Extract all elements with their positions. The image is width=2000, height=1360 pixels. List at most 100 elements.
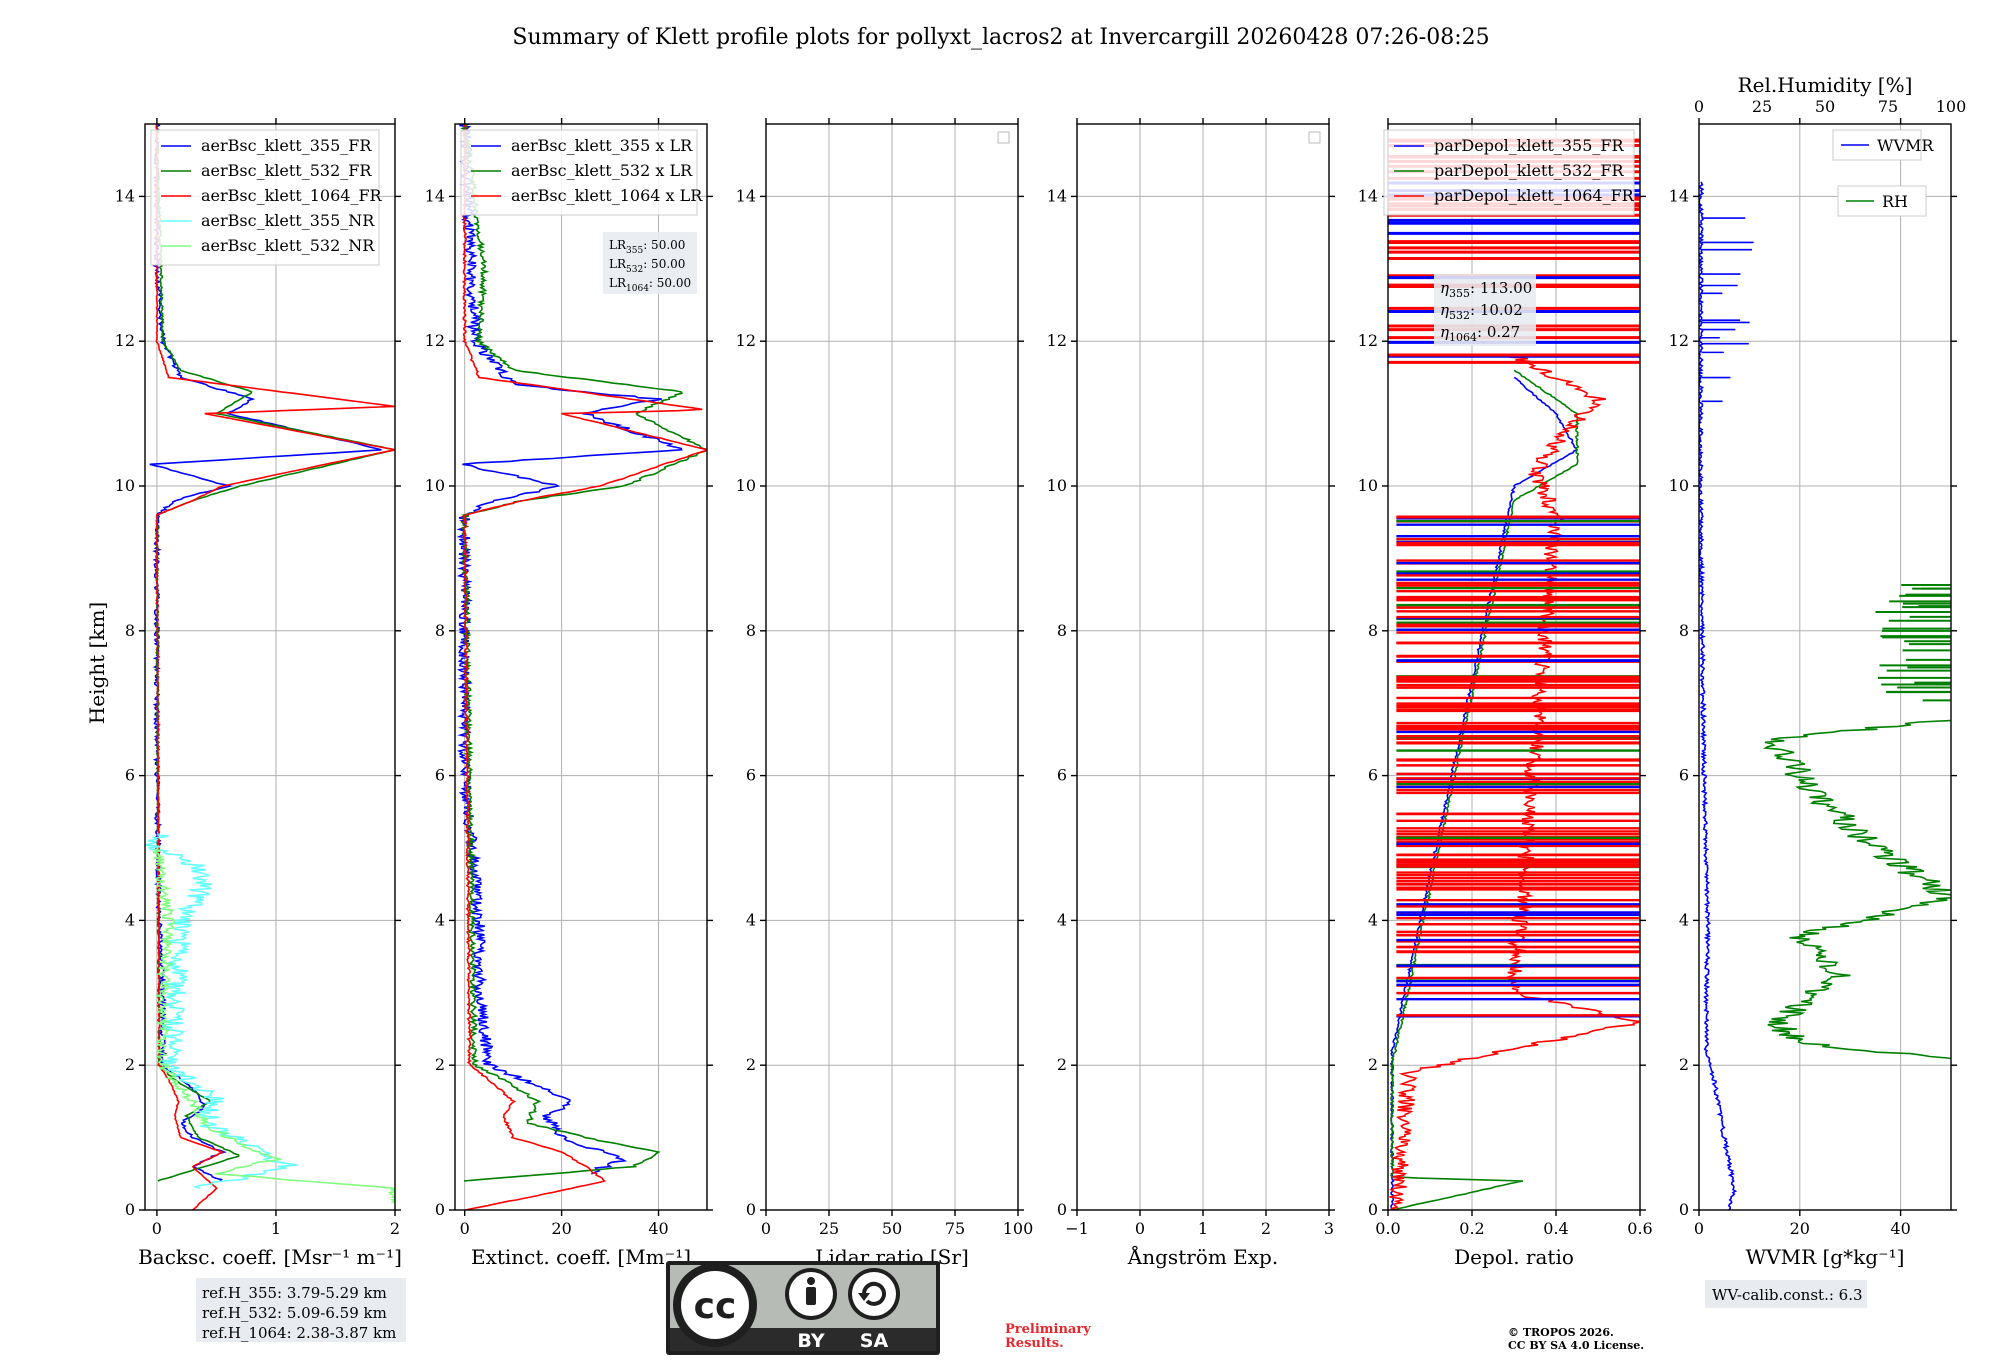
ref-h-355: ref.H_355: 3.79-5.29 km — [202, 1284, 387, 1302]
y-tick-label: 8 — [1057, 621, 1067, 640]
depol-panel: 0.0 0.2 0.4 0.6 0 2 4 6 8 10 12 14 Depol. ratio parDe… — [1358, 118, 1653, 1269]
y-tick-label: 8 — [746, 621, 756, 640]
eta-entry: η532: 10.02 — [1440, 301, 1523, 322]
top-axis-label: Rel.Humidity [%] — [1738, 73, 1913, 97]
top-tick-label: 75 — [1878, 97, 1898, 116]
sa-label: SA — [860, 1330, 889, 1352]
y-tick-label: 6 — [435, 766, 445, 785]
legend-label: parDepol_klett_532_FR — [1434, 161, 1625, 180]
y-tick-label: 2 — [1057, 1055, 1067, 1074]
y-tick-label: 4 — [125, 910, 135, 929]
by-label: BY — [797, 1330, 824, 1352]
figure-title: Summary of Klett profile plots for polly… — [512, 25, 1489, 50]
axes-frame — [1387, 123, 1641, 1211]
top-tick-label: 0 — [1694, 97, 1704, 116]
y-tick-label: 12 — [1669, 331, 1689, 350]
legend-label: aerBsc_klett_1064 x LR — [511, 186, 703, 205]
y-tick-label: 12 — [1047, 331, 1067, 350]
legend-label: aerBsc_klett_355_NR — [201, 211, 375, 230]
x-axis-label: WVMR [g*kg⁻¹] — [1746, 1245, 1905, 1269]
x-tick-label: 75 — [945, 1219, 965, 1238]
series-line-WVMR — [1699, 181, 1738, 1210]
y-axis-label: Height [km] — [85, 602, 109, 724]
y-tick-label: 10 — [425, 476, 445, 495]
legend-box — [1383, 129, 1635, 216]
legend-box — [460, 129, 698, 216]
copyright-line1: © TROPOS 2026. — [1508, 1326, 1614, 1339]
y-tick-label: 0 — [435, 1200, 445, 1219]
y-tick-label: 2 — [1679, 1055, 1689, 1074]
x-tick-label: 0.4 — [1543, 1219, 1568, 1238]
y-tick-label: 12 — [425, 331, 445, 350]
x-tick-label: 2 — [390, 1219, 400, 1238]
x-tick-label: −1 — [1065, 1219, 1089, 1238]
wv-calibration-box: WV-calib.const.: 6.3 — [1705, 1280, 1867, 1308]
y-tick-label: 6 — [1368, 766, 1378, 785]
extinction-panel: 0 20 40 0 2 4 6 8 10 12 14 Extinct. coeff. [Mm⁻¹] ae… — [425, 118, 713, 1269]
y-tick-label: 6 — [1679, 766, 1689, 785]
y-tick-label: 14 — [425, 186, 445, 205]
legend-label: RH — [1882, 192, 1908, 211]
y-tick-label: 2 — [1368, 1055, 1378, 1074]
empty-legend-box — [1308, 131, 1321, 144]
x-tick-label: 1 — [271, 1219, 281, 1238]
x-tick-label: 25 — [819, 1219, 839, 1238]
x-tick-label: 20 — [1790, 1219, 1810, 1238]
y-tick-label: 4 — [1057, 910, 1067, 929]
lidar-ratio-entry: LR532: 50.00 — [609, 257, 685, 275]
lidar-ratio-entry: LR1064: 50.00 — [609, 276, 691, 294]
y-tick-label: 4 — [1368, 910, 1378, 929]
legend-label: aerBsc_klett_532 x LR — [511, 161, 693, 180]
preliminary-label-line1: Preliminary — [1005, 1322, 1091, 1337]
y-tick-label: 14 — [1358, 186, 1378, 205]
legend-label: aerBsc_klett_532_NR — [201, 236, 375, 255]
x-tick-label: 40 — [648, 1219, 668, 1238]
legend-label: parDepol_klett_355_FR — [1434, 136, 1625, 155]
x-tick-label: 100 — [1003, 1219, 1034, 1238]
share-alike-icon — [848, 1268, 900, 1320]
copyright-line2: CC BY SA 4.0 License. — [1508, 1339, 1644, 1352]
x-tick-label: 0 — [1135, 1219, 1145, 1238]
x-axis-label: Backsc. coeff. [Msr⁻¹ m⁻¹] — [138, 1245, 402, 1269]
x-tick-label: 0.2 — [1459, 1219, 1484, 1238]
eta-box — [1434, 274, 1536, 346]
axes-frame — [144, 123, 396, 1211]
axes-frame — [454, 123, 708, 1211]
y-tick-label: 10 — [115, 476, 135, 495]
x-tick-label: 0 — [460, 1219, 470, 1238]
lidar-ratio-box — [603, 232, 697, 294]
y-tick-label: 12 — [736, 331, 756, 350]
x-tick-label: 0 — [761, 1219, 771, 1238]
x-tick-label: 20 — [551, 1219, 571, 1238]
legend-label: aerBsc_klett_355_FR — [201, 136, 372, 155]
x-axis-label: Ångström Exp. — [1127, 1244, 1278, 1269]
y-tick-label: 4 — [746, 910, 756, 929]
y-tick-label: 8 — [435, 621, 445, 640]
y-tick-label: 0 — [1368, 1200, 1378, 1219]
legend-box — [150, 129, 380, 266]
series-line-aerBsc_klett_532_NR — [152, 847, 395, 1204]
x-tick-label: 0.0 — [1375, 1219, 1400, 1238]
y-tick-label: 0 — [1057, 1200, 1067, 1219]
legend-label: aerBsc_klett_1064_FR — [201, 186, 383, 205]
legend-label: parDepol_klett_1064_FR — [1434, 186, 1635, 205]
y-tick-label: 6 — [1057, 766, 1067, 785]
legend-label: aerBsc_klett_532_FR — [201, 161, 372, 180]
y-tick-label: 10 — [1358, 476, 1378, 495]
y-tick-label: 4 — [1679, 910, 1689, 929]
x-tick-label: 0 — [152, 1219, 162, 1238]
y-tick-label: 8 — [1679, 621, 1689, 640]
x-tick-label: 50 — [882, 1219, 902, 1238]
y-tick-label: 2 — [125, 1055, 135, 1074]
y-tick-label: 10 — [736, 476, 756, 495]
cc-text: cc — [694, 1286, 737, 1327]
y-tick-label: 14 — [115, 186, 135, 205]
x-tick-label: 40 — [1890, 1219, 1910, 1238]
series-line-aerBsc_klett_355_NR — [145, 833, 298, 1190]
y-tick-label: 8 — [125, 621, 135, 640]
y-tick-label: 2 — [435, 1055, 445, 1074]
y-tick-label: 6 — [746, 766, 756, 785]
